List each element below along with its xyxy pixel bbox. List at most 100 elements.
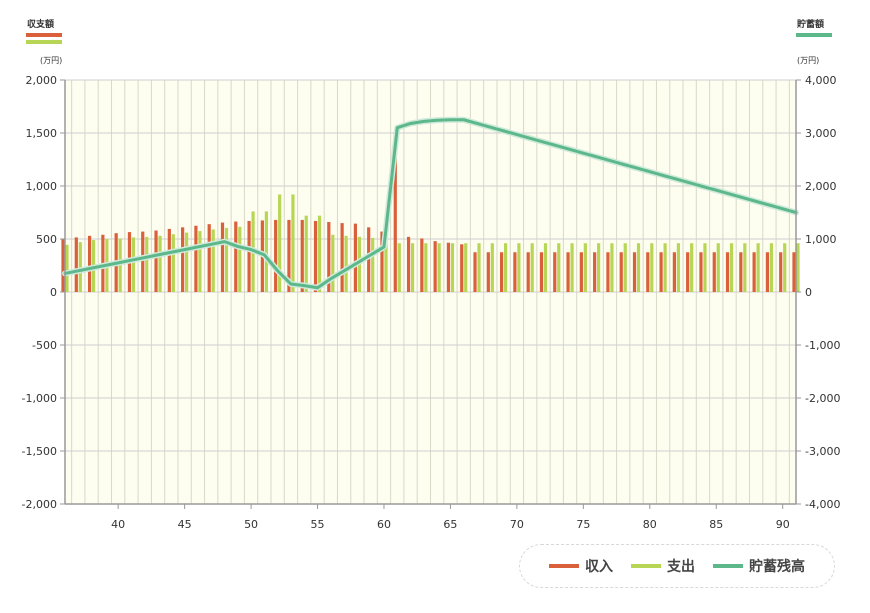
bar-income bbox=[406, 236, 411, 292]
savings-line bbox=[62, 116, 799, 291]
y-left-tick-label: 0 bbox=[50, 286, 57, 299]
legend-swatch-income bbox=[549, 564, 579, 568]
bar-income bbox=[446, 242, 451, 292]
bar-income bbox=[300, 219, 304, 292]
bar-expense bbox=[224, 227, 229, 292]
left-title-expense-swatch bbox=[26, 40, 62, 44]
x-tick-label: 60 bbox=[377, 518, 391, 531]
bar-expense bbox=[238, 226, 242, 292]
bar-income bbox=[539, 252, 544, 292]
bar-income bbox=[274, 219, 278, 292]
bar-income bbox=[752, 252, 756, 292]
bar-expense bbox=[464, 243, 468, 292]
y-left-tick-label: -1,000 bbox=[22, 392, 57, 405]
bar-income bbox=[606, 252, 610, 292]
bar-income bbox=[234, 221, 238, 292]
right-axis-unit: (万円) bbox=[797, 56, 819, 65]
y-right-tick-label: -4,000 bbox=[805, 498, 840, 511]
bar-income bbox=[619, 252, 623, 292]
bar-expense bbox=[783, 243, 787, 292]
bar-expense bbox=[264, 211, 268, 292]
y-right-tick-label: -2,000 bbox=[805, 392, 840, 405]
bar-income bbox=[659, 252, 663, 292]
x-tick-label: 65 bbox=[443, 518, 457, 531]
bar-income bbox=[181, 227, 185, 292]
bar-income bbox=[500, 252, 504, 292]
bar-expense bbox=[291, 194, 295, 292]
legend-item-savings[interactable]: 貯蓄残高 bbox=[713, 556, 805, 576]
bar-expense bbox=[185, 232, 189, 292]
bar-income bbox=[207, 224, 211, 292]
bar-income bbox=[646, 252, 650, 292]
y-right-tick-label: 3,000 bbox=[805, 127, 837, 140]
bar-expense bbox=[756, 243, 760, 292]
bar-expense bbox=[450, 243, 455, 292]
left-axis-unit: (万円) bbox=[40, 56, 62, 65]
bar-expense bbox=[530, 243, 534, 292]
y-left-tick-label: 500 bbox=[36, 233, 57, 246]
bar-income bbox=[313, 220, 318, 292]
bar-expense bbox=[371, 237, 375, 292]
bar-expense bbox=[690, 243, 694, 292]
y-left-tick-label: -2,000 bbox=[22, 498, 57, 511]
bar-expense bbox=[570, 243, 574, 292]
y-left-tick-label: 1,000 bbox=[26, 180, 58, 193]
right-title-savings-swatch bbox=[796, 33, 832, 37]
bar-expense bbox=[729, 243, 734, 292]
bar-income bbox=[699, 252, 703, 292]
bar-expense bbox=[65, 244, 69, 292]
left-title-income-swatch bbox=[26, 33, 62, 37]
bar-expense bbox=[716, 243, 720, 292]
bar-expense bbox=[384, 239, 388, 292]
bar-income bbox=[593, 252, 597, 292]
x-tick-label: 50 bbox=[244, 518, 258, 531]
axes: 2,000 4,000 1,500 3,000 1,000 2,000 500 1,000 0 0… bbox=[22, 74, 841, 531]
x-tick-label: 70 bbox=[510, 518, 524, 531]
bar-income bbox=[380, 231, 384, 292]
legend-label-savings: 貯蓄残高 bbox=[749, 559, 805, 575]
bar-expense bbox=[78, 242, 82, 292]
bar-expense bbox=[703, 243, 707, 292]
bar-income bbox=[154, 230, 158, 292]
y-right-tick-label: -1,000 bbox=[805, 339, 840, 352]
bar-income bbox=[473, 252, 477, 292]
bar-income bbox=[87, 235, 92, 292]
x-tick-label: 90 bbox=[776, 518, 790, 531]
bar-expense bbox=[211, 229, 215, 292]
bar-income bbox=[367, 227, 371, 292]
bar-expense bbox=[424, 243, 428, 292]
x-tick-label: 55 bbox=[311, 518, 325, 531]
bar-expense bbox=[517, 243, 521, 292]
bar-income bbox=[632, 252, 637, 292]
y-right-tick-label: 2,000 bbox=[805, 180, 837, 193]
bar-expense bbox=[490, 243, 494, 292]
bar-income bbox=[486, 252, 490, 292]
legend-swatch-savings bbox=[713, 564, 743, 568]
bar-expense bbox=[145, 236, 149, 292]
legend-label-expense: 支出 bbox=[667, 559, 695, 575]
bar-expense bbox=[198, 231, 202, 292]
bar-income bbox=[712, 252, 716, 292]
bar-expense bbox=[158, 235, 162, 292]
x-tick-label: 80 bbox=[643, 518, 657, 531]
bar-income bbox=[579, 252, 583, 292]
bar-expense bbox=[344, 235, 348, 292]
bar-expense bbox=[397, 243, 401, 292]
bar-expense bbox=[131, 237, 136, 292]
bar-income bbox=[725, 252, 730, 292]
right-axis-title: 貯蓄額 bbox=[797, 18, 824, 30]
bar-income bbox=[765, 252, 770, 292]
y-left-tick-label: -1,500 bbox=[22, 445, 57, 458]
bar-expense bbox=[743, 243, 747, 292]
y-right-tick-label: 1,000 bbox=[805, 233, 837, 246]
legend-item-expense[interactable]: 支出 bbox=[631, 556, 695, 576]
bar-income bbox=[287, 219, 291, 292]
legend-item-income[interactable]: 収入 bbox=[549, 556, 613, 576]
bar-expense bbox=[278, 194, 282, 292]
bar-income bbox=[141, 231, 145, 292]
bar-income bbox=[74, 237, 78, 292]
y-right-tick-label: 0 bbox=[805, 286, 812, 299]
bar-expense bbox=[676, 243, 680, 292]
bar-expense bbox=[650, 243, 654, 292]
